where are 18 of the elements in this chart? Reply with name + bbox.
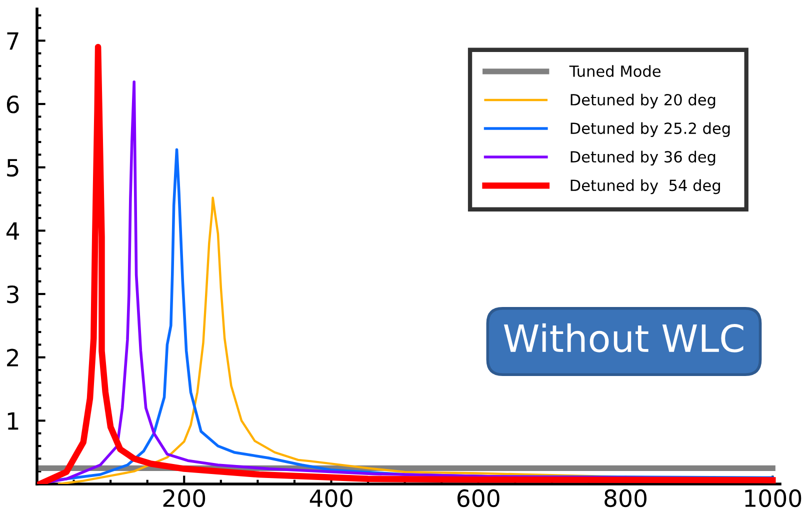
x-tick-label: 1000	[745, 489, 802, 508]
legend-label: Detuned by 54 deg	[570, 179, 720, 194]
x-tick-label: 800	[604, 489, 646, 508]
y-tick-label: 2	[7, 348, 18, 366]
legend-label: Tuned Mode	[569, 65, 660, 77]
y-tick-label: 5	[7, 159, 18, 177]
x-tick-label: 400	[310, 489, 352, 508]
x-tick-label: 200	[163, 489, 206, 508]
y-tick-label: 6	[6, 95, 19, 114]
legend-label: Detuned by 25.2 deg	[570, 122, 730, 138]
y-tick-label: 3	[7, 285, 18, 304]
x-tick-label: 600	[458, 489, 500, 508]
y-tick-label: 7	[7, 32, 18, 50]
y-tick-label: 1	[8, 412, 18, 430]
legend-label: Detuned by 20 deg	[570, 94, 716, 108]
legend-label: Detuned by 36 deg	[570, 150, 716, 166]
annotation: Without WLC	[504, 323, 744, 352]
y-tick-label: 4	[6, 222, 20, 240]
